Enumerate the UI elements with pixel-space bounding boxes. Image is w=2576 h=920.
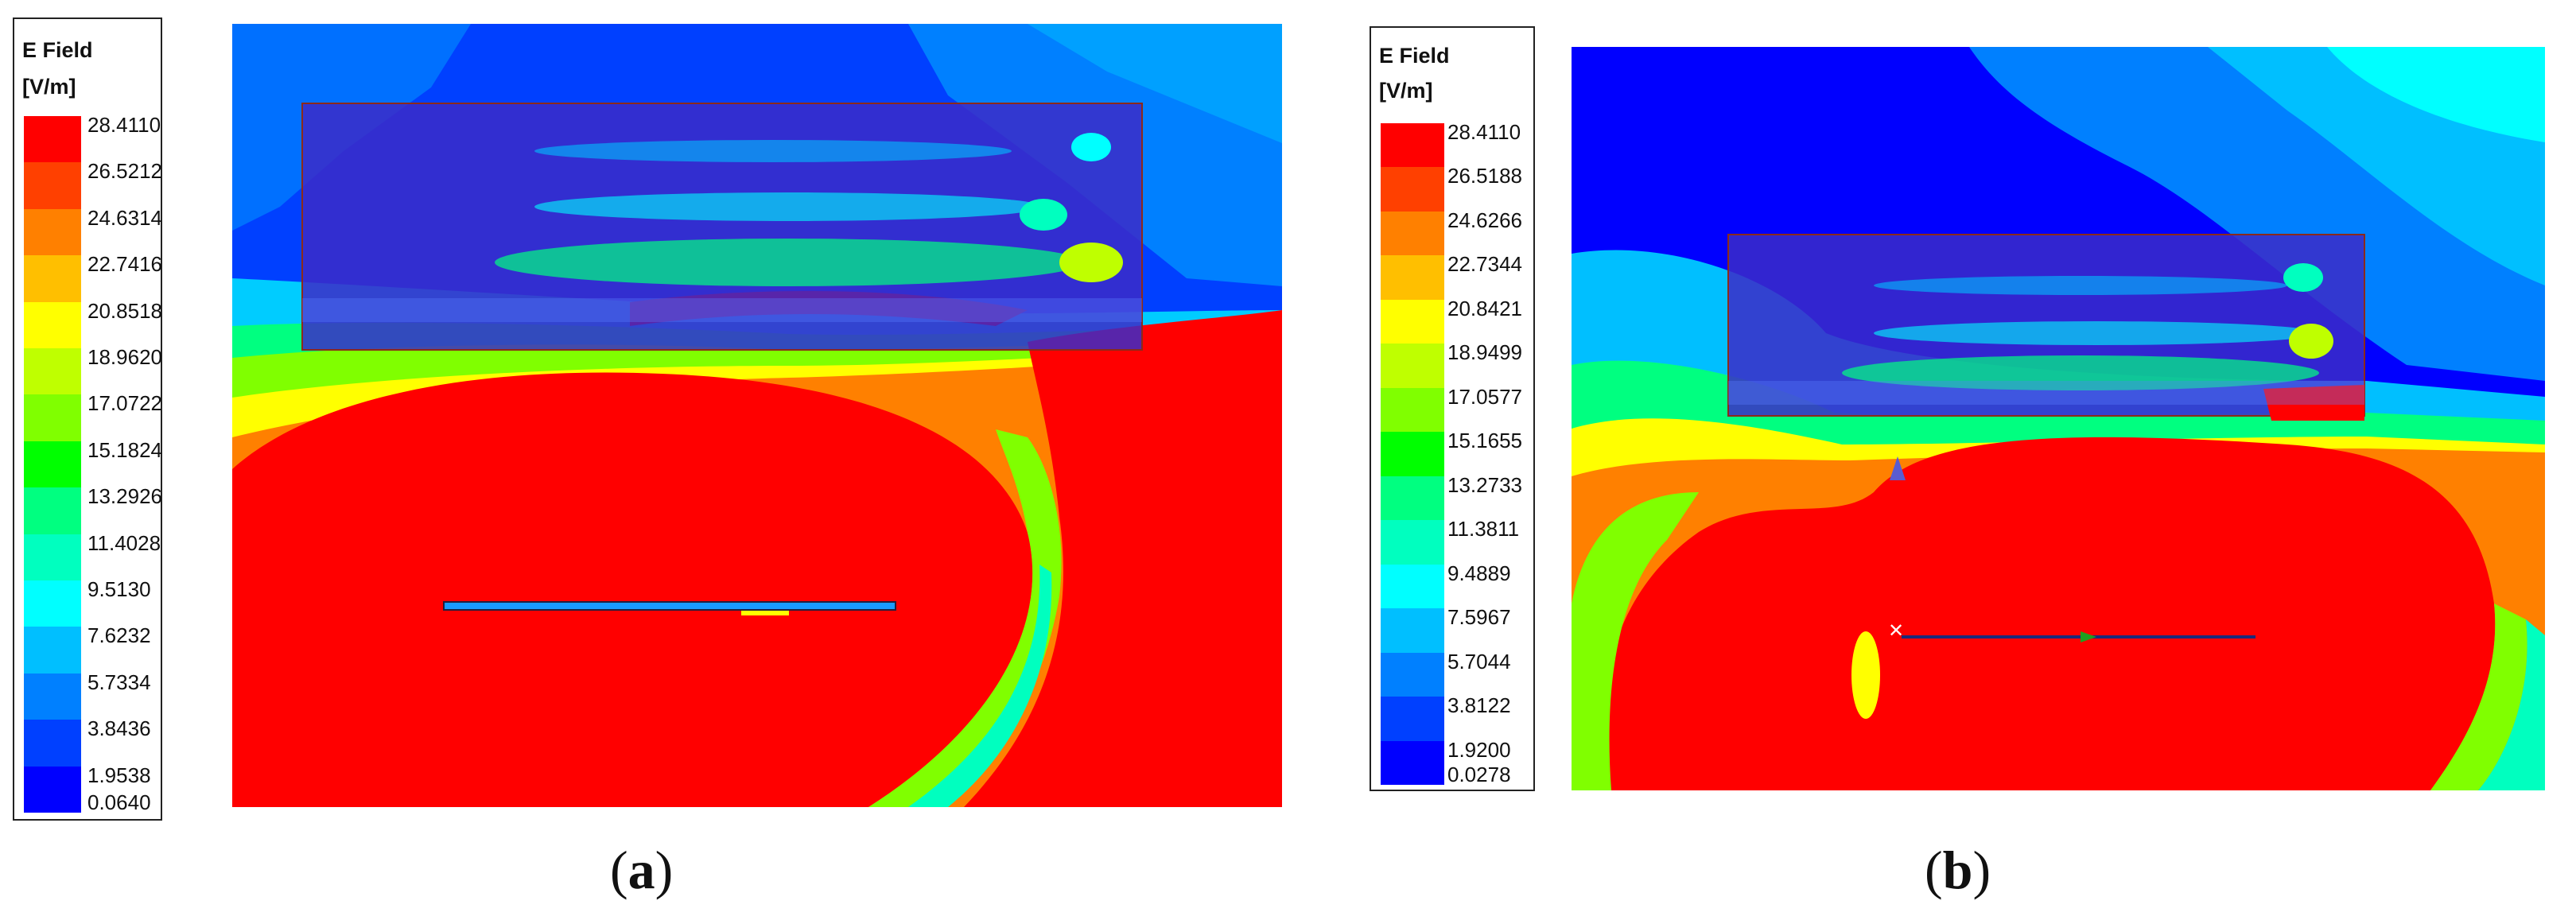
field-map-a [232, 24, 1282, 807]
legend-swatch [24, 394, 81, 442]
legend-swatch [1381, 652, 1444, 697]
legend-swatch [24, 162, 81, 210]
legend-swatch [24, 766, 81, 813]
legend-swatch [24, 301, 81, 349]
panel-label-a-open: ( [610, 840, 628, 900]
legend-swatch [24, 208, 81, 256]
legend-value-label: 3.8122 [1447, 693, 1511, 718]
panel-label-b: (b) [1925, 843, 1991, 897]
field-map-b: ✕ [1572, 47, 2545, 790]
legend-swatch [1381, 564, 1444, 609]
legend-swatch [1381, 255, 1444, 301]
panel-label-b-close: ) [1972, 840, 1991, 900]
legend-swatch [1381, 387, 1444, 433]
legend-swatch [24, 487, 81, 535]
legend-swatch [24, 255, 81, 303]
svg-text:✕: ✕ [1888, 620, 1904, 642]
legend-swatch [24, 116, 81, 163]
legend-value-label: 0.0278 [1447, 763, 1511, 786]
legend-value-label: 7.5967 [1447, 605, 1511, 630]
legend-b-title: E Field [1379, 44, 1450, 68]
legend-value-label: 22.7416 [87, 252, 162, 277]
panel-label-b-open: ( [1925, 840, 1943, 900]
legend-a-title: E Field [22, 38, 93, 62]
legend-value-label: 17.0577 [1447, 384, 1522, 409]
legend-swatch [1381, 697, 1444, 742]
legend-value-label: 5.7334 [87, 670, 151, 694]
legend-value-label: 20.8421 [1447, 296, 1522, 320]
legend-value-label: 28.4110 [1447, 120, 1521, 144]
legend-value-label: 13.2733 [1447, 472, 1522, 497]
legend-a-unit: [V/m] [22, 75, 76, 99]
legend-value-label: 18.9620 [87, 345, 162, 369]
legend-swatch [24, 580, 81, 627]
legend-a: E Field [V/m] 28.4110 26.5212 24.6314 22.74… [13, 17, 162, 821]
panel-label-a-close: ) [655, 840, 674, 900]
legend-value-label: 0.0640 [87, 790, 151, 814]
legend-a-colorbar [24, 116, 81, 813]
legend-value-label: 15.1824 [87, 437, 162, 462]
legend-value-label: 11.3811 [1447, 517, 1520, 542]
panel-label-b-letter: b [1942, 840, 1973, 900]
legend-value-label: 22.7344 [1447, 252, 1522, 277]
legend-value-label: 7.6232 [87, 623, 151, 648]
legend-swatch [1381, 740, 1444, 786]
legend-swatch [24, 534, 81, 581]
legend-value-label: 9.4889 [1447, 561, 1511, 585]
legend-value-label: 15.1655 [1447, 429, 1522, 453]
legend-value-label: 26.5188 [1447, 164, 1522, 188]
legend-value-label: 1.9538 [87, 763, 151, 787]
legend-value-label: 28.4110 [87, 113, 161, 137]
legend-b-colorbar [1381, 123, 1444, 786]
legend-swatch [1381, 432, 1444, 477]
panel-label-a-letter: a [627, 840, 655, 900]
legend-value-label: 13.2926 [87, 484, 162, 509]
legend-swatch [1381, 299, 1444, 344]
legend-b: E Field [V/m] 28.4110 26.5188 24.6266 22.73… [1370, 26, 1535, 791]
legend-value-label: 9.5130 [87, 577, 151, 601]
legend-swatch [24, 441, 81, 488]
legend-swatch [24, 673, 81, 720]
legend-swatch [1381, 167, 1444, 212]
legend-swatch [24, 348, 81, 395]
legend-value-label: 26.5212 [87, 159, 162, 184]
legend-swatch [1381, 123, 1444, 168]
panel-label-a: (a) [610, 843, 673, 897]
legend-swatch [1381, 520, 1444, 565]
legend-value-label: 1.9200 [1447, 737, 1511, 762]
legend-b-unit: [V/m] [1379, 79, 1433, 103]
legend-swatch [24, 720, 81, 767]
field-plot-a [232, 24, 1282, 807]
legend-value-label: 17.0722 [87, 391, 162, 416]
legend-value-label: 24.6314 [87, 205, 162, 230]
legend-value-label: 20.8518 [87, 298, 162, 323]
legend-value-label: 5.7044 [1447, 649, 1511, 674]
legend-value-label: 3.8436 [87, 716, 151, 741]
legend-swatch [1381, 476, 1444, 521]
legend-value-label: 11.4028 [87, 530, 161, 555]
legend-swatch [24, 627, 81, 674]
legend-swatch [1381, 344, 1444, 389]
legend-value-label: 18.9499 [1447, 340, 1522, 365]
legend-swatch [1381, 211, 1444, 256]
field-plot-b: ✕ [1572, 47, 2545, 790]
legend-swatch [1381, 608, 1444, 654]
legend-value-label: 24.6266 [1447, 208, 1522, 232]
